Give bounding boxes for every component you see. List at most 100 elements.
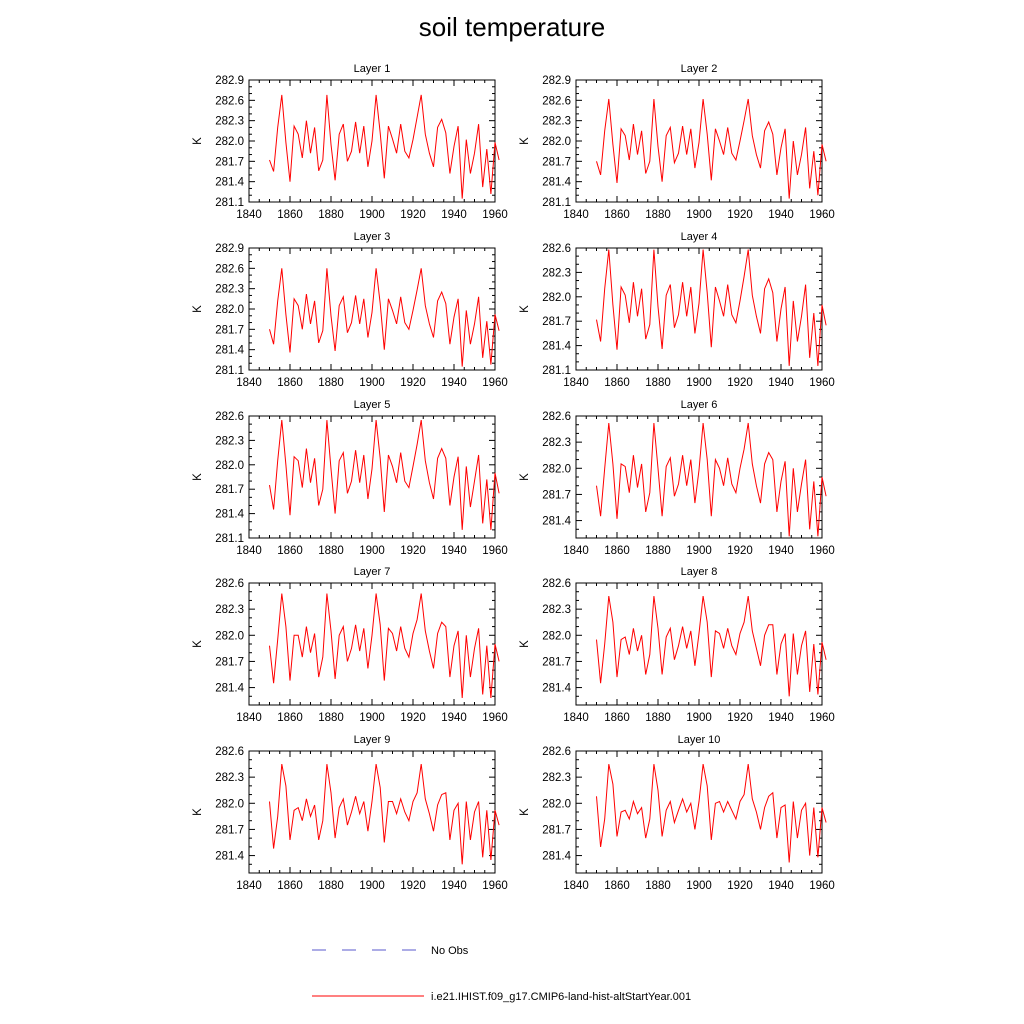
x-tick-label: 1900 — [686, 209, 712, 221]
panel-layer-3: Layer 3 1840 1860 1880 1900 1920 1940 1960 281.1… — [192, 231, 508, 389]
panel-layer-8: Layer 8 1840 1860 1880 1900 1920 1940 1960 281.4… — [519, 566, 835, 724]
y-axis-label: K — [519, 640, 531, 648]
legend-label: i.e21.IHIST.f09_g17.CMIP6-land-hist-altS… — [431, 991, 691, 1003]
x-tick-label: 1960 — [482, 209, 508, 221]
panel-layer-6: Layer 6 1840 1860 1880 1900 1920 1940 1960 281.4… — [519, 399, 835, 557]
panel-layer-4: Layer 4 1840 1860 1880 1900 1920 1940 1960 281.1… — [519, 231, 835, 389]
y-tick-label: 281.1 — [215, 365, 244, 377]
panel-title: Layer 8 — [681, 566, 718, 578]
x-tick-label: 1860 — [277, 377, 303, 389]
y-tick-label: 281.4 — [215, 345, 244, 357]
x-tick-label: 1860 — [604, 880, 630, 892]
x-tick-label: 1840 — [236, 209, 262, 221]
x-tick-label: 1960 — [809, 209, 835, 221]
y-tick-label: 281.7 — [215, 824, 244, 836]
y-tick-label: 282.3 — [215, 116, 244, 128]
legend: No Obs i.e21.IHIST.f09_g17.CMIP6-land-his… — [312, 945, 691, 1003]
plot-frame — [575, 415, 823, 539]
x-tick-label: 1960 — [482, 712, 508, 724]
x-tick-label: 1900 — [686, 545, 712, 557]
x-tick-label: 1860 — [604, 712, 630, 724]
x-tick-label: 1860 — [604, 545, 630, 557]
panel-title: Layer 6 — [681, 399, 718, 411]
y-tick-label: 282.6 — [542, 746, 571, 758]
x-tick-label: 1880 — [645, 209, 671, 221]
y-tick-label: 282.6 — [215, 411, 244, 423]
y-tick-label: 282.0 — [215, 460, 244, 472]
x-tick-label: 1960 — [482, 377, 508, 389]
y-tick-label: 282.6 — [215, 578, 244, 590]
y-tick-label: 281.4 — [542, 851, 571, 863]
y-tick-label: 282.3 — [542, 772, 571, 784]
x-tick-label: 1880 — [318, 377, 344, 389]
panel-layer-5: Layer 5 1840 1860 1880 1900 1920 1940 1960 281.1… — [192, 399, 508, 557]
y-axis-label: K — [519, 473, 531, 481]
y-tick-label: 282.0 — [542, 136, 571, 148]
x-tick-label: 1900 — [359, 377, 385, 389]
y-axis-label: K — [519, 137, 531, 145]
y-tick-label: 282.0 — [542, 798, 571, 810]
series-line — [269, 764, 500, 865]
x-tick-label: 1940 — [768, 880, 794, 892]
panel-layer-2: Layer 2 1840 1860 1880 1900 1920 1940 1960 281.1… — [519, 63, 835, 221]
x-tick-label: 1940 — [441, 880, 467, 892]
y-tick-label: 281.7 — [542, 656, 571, 668]
x-tick-label: 1960 — [809, 880, 835, 892]
y-axis-label: K — [192, 137, 204, 145]
plot-frame — [248, 415, 496, 539]
y-tick-label: 282.0 — [542, 463, 571, 475]
y-tick-label: 281.4 — [542, 341, 571, 353]
x-tick-label: 1960 — [482, 880, 508, 892]
y-tick-label: 281.4 — [215, 683, 244, 695]
y-tick-label: 281.7 — [542, 489, 571, 501]
x-tick-label: 1920 — [727, 545, 753, 557]
x-tick-label: 1840 — [236, 377, 262, 389]
x-tick-label: 1940 — [768, 377, 794, 389]
x-tick-label: 1900 — [359, 209, 385, 221]
panel-layer-1: Layer 1 1840 1860 1880 1900 1920 1940 1960 281.1… — [192, 63, 508, 221]
x-tick-label: 1860 — [277, 209, 303, 221]
panel-layer-7: Layer 7 1840 1860 1880 1900 1920 1940 1960 281.4… — [192, 566, 508, 724]
y-tick-label: 282.3 — [215, 604, 244, 616]
x-tick-label: 1880 — [318, 545, 344, 557]
x-tick-label: 1940 — [768, 209, 794, 221]
series-line — [269, 593, 500, 699]
x-tick-label: 1960 — [809, 377, 835, 389]
y-tick-label: 281.1 — [542, 197, 571, 209]
panel-title: Layer 2 — [681, 63, 718, 75]
x-tick-label: 1900 — [686, 880, 712, 892]
panel-title: Layer 4 — [681, 231, 718, 243]
plot-frame — [248, 582, 496, 706]
panel-title: Layer 7 — [354, 566, 391, 578]
panel-layer-10: Layer 10 1840 1860 1880 1900 1920 1940 1960 281.… — [519, 734, 835, 892]
x-tick-label: 1860 — [277, 545, 303, 557]
series-line — [269, 94, 500, 199]
y-tick-label: 282.0 — [215, 136, 244, 148]
y-axis-label: K — [192, 473, 204, 481]
y-tick-label: 282.6 — [215, 95, 244, 107]
y-tick-label: 282.3 — [215, 772, 244, 784]
panel-title: Layer 9 — [354, 734, 391, 746]
x-tick-label: 1840 — [563, 209, 589, 221]
y-tick-label: 281.1 — [542, 365, 571, 377]
x-tick-label: 1840 — [563, 545, 589, 557]
x-tick-label: 1840 — [236, 712, 262, 724]
y-tick-label: 282.0 — [215, 798, 244, 810]
x-tick-label: 1920 — [400, 377, 426, 389]
chart-title: soil temperature — [418, 12, 606, 42]
x-tick-label: 1900 — [686, 377, 712, 389]
series-line — [596, 596, 827, 697]
x-tick-label: 1920 — [727, 377, 753, 389]
x-tick-label: 1920 — [400, 545, 426, 557]
x-tick-label: 1920 — [400, 712, 426, 724]
y-tick-label: 282.0 — [542, 292, 571, 304]
plot-frame — [248, 750, 496, 874]
x-tick-label: 1920 — [400, 880, 426, 892]
series-line — [269, 268, 500, 367]
x-tick-label: 1860 — [604, 377, 630, 389]
x-tick-label: 1880 — [645, 880, 671, 892]
y-tick-label: 282.0 — [215, 630, 244, 642]
x-tick-label: 1900 — [359, 880, 385, 892]
x-tick-label: 1940 — [441, 377, 467, 389]
y-tick-label: 281.7 — [215, 156, 244, 168]
